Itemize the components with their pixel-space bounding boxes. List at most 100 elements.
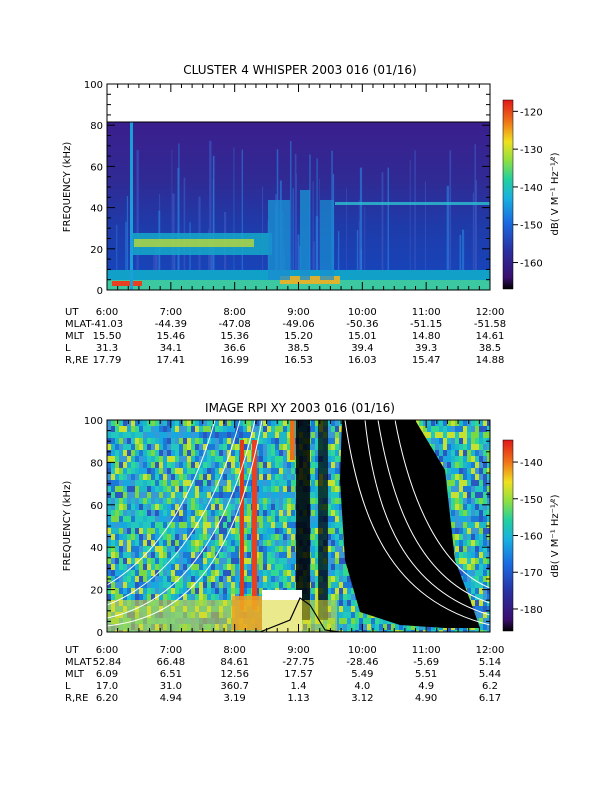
mosaic-cell [275,510,279,516]
mosaic-cell [243,564,247,570]
mosaic-cell [487,456,490,462]
mosaic-cell [131,570,135,576]
mosaic-cell [283,432,287,438]
mosaic-cell [231,480,235,486]
mosaic-cell [223,510,227,516]
mosaic-cell [467,450,471,456]
mosaic-cell [271,480,275,486]
mosaic-cell [195,540,199,546]
mosaic-cell [219,564,223,570]
mosaic-cell [119,504,123,510]
mosaic-cell [175,432,179,438]
mosaic-cell [447,630,451,632]
mosaic-cell [107,510,111,516]
mosaic-cell [275,456,279,462]
mosaic-cell [179,534,183,540]
mosaic-cell [187,576,191,582]
mosaic-cell [131,486,135,492]
ephemeris-value: 6.51 [160,669,182,680]
mosaic-cell [247,552,251,558]
mosaic-cell [183,444,187,450]
mosaic-cell [191,522,195,528]
panel2-colorbar: -140-150-160-170-180 dB( V M⁻¹ Hz⁻¹⁄²) [502,439,561,632]
mosaic-cell [227,570,231,576]
mosaic-cell [243,432,247,438]
mosaic-cell [187,432,191,438]
mosaic-cell [207,420,211,426]
ephemeris-value: 4.0 [354,681,370,692]
mosaic-cell [455,456,459,462]
mosaic-cell [163,546,167,552]
mosaic-cell [447,480,451,486]
mosaic-cell [167,486,171,492]
mosaic-cell [243,546,247,552]
mosaic-cell [111,540,115,546]
mosaic-cell [339,444,343,450]
mosaic-cell [111,480,115,486]
panel2-colorbar-label: dB( V M⁻¹ Hz⁻¹⁄²) [550,494,561,577]
mosaic-cell [283,498,287,504]
mosaic-cell [455,498,459,504]
mosaic-cell [223,534,227,540]
mosaic-cell [211,456,215,462]
mosaic-cell [351,612,355,618]
mosaic-cell [211,432,215,438]
mosaic-cell [459,480,463,486]
mosaic-cell [175,534,179,540]
mosaic-cell [235,540,239,546]
mosaic-cell [447,438,451,444]
mosaic-cell [191,468,195,474]
mosaic-cell [135,588,139,594]
mosaic-cell [215,420,219,426]
mosaic-cell [279,462,283,468]
mosaic-cell [259,504,263,510]
ephemeris-value: 12:00 [476,645,505,656]
mosaic-cell [243,516,247,522]
mosaic-cell [207,510,211,516]
mosaic-cell [227,444,231,450]
panel2-red-streak-3 [290,420,295,460]
mosaic-cell [467,564,471,570]
mosaic-cell [187,468,191,474]
mosaic-cell [331,510,335,516]
mosaic-cell [119,492,123,498]
mosaic-cell [223,546,227,552]
mosaic-cell [431,426,435,432]
panel2-curve-1 [107,420,216,586]
mosaic-cell [275,432,279,438]
mosaic-cell [487,570,490,576]
colorbar-tick-label: -130 [520,145,543,156]
mosaic-cell [483,528,487,534]
ephemeris-value: 17.57 [284,669,313,680]
mosaic-cell [471,492,475,498]
mosaic-cell [483,486,487,492]
mosaic-cell [123,540,127,546]
mosaic-cell [215,570,219,576]
mosaic-cell [351,600,355,606]
mosaic-cell [459,630,463,632]
mosaic-cell [447,486,451,492]
texture-stripe [364,207,366,290]
mosaic-cell [479,456,483,462]
mosaic-cell [119,546,123,552]
mosaic-cell [219,486,223,492]
mosaic-cell [419,624,423,630]
mosaic-cell [163,444,167,450]
mosaic-cell [479,564,483,570]
mosaic-cell [291,522,295,528]
mosaic-cell [359,612,363,618]
mosaic-cell [119,516,123,522]
y-tick-label: 0 [97,628,103,639]
mosaic-cell [211,474,215,480]
mosaic-cell [243,468,247,474]
mosaic-cell [459,450,463,456]
ephemeris-row-label: UT [65,307,79,318]
mosaic-cell [359,618,363,624]
mosaic-cell [179,528,183,534]
mosaic-cell [219,510,223,516]
mosaic-cell [127,510,131,516]
mosaic-cell [135,576,139,582]
mosaic-cell [139,444,143,450]
mosaic-cell [115,456,119,462]
